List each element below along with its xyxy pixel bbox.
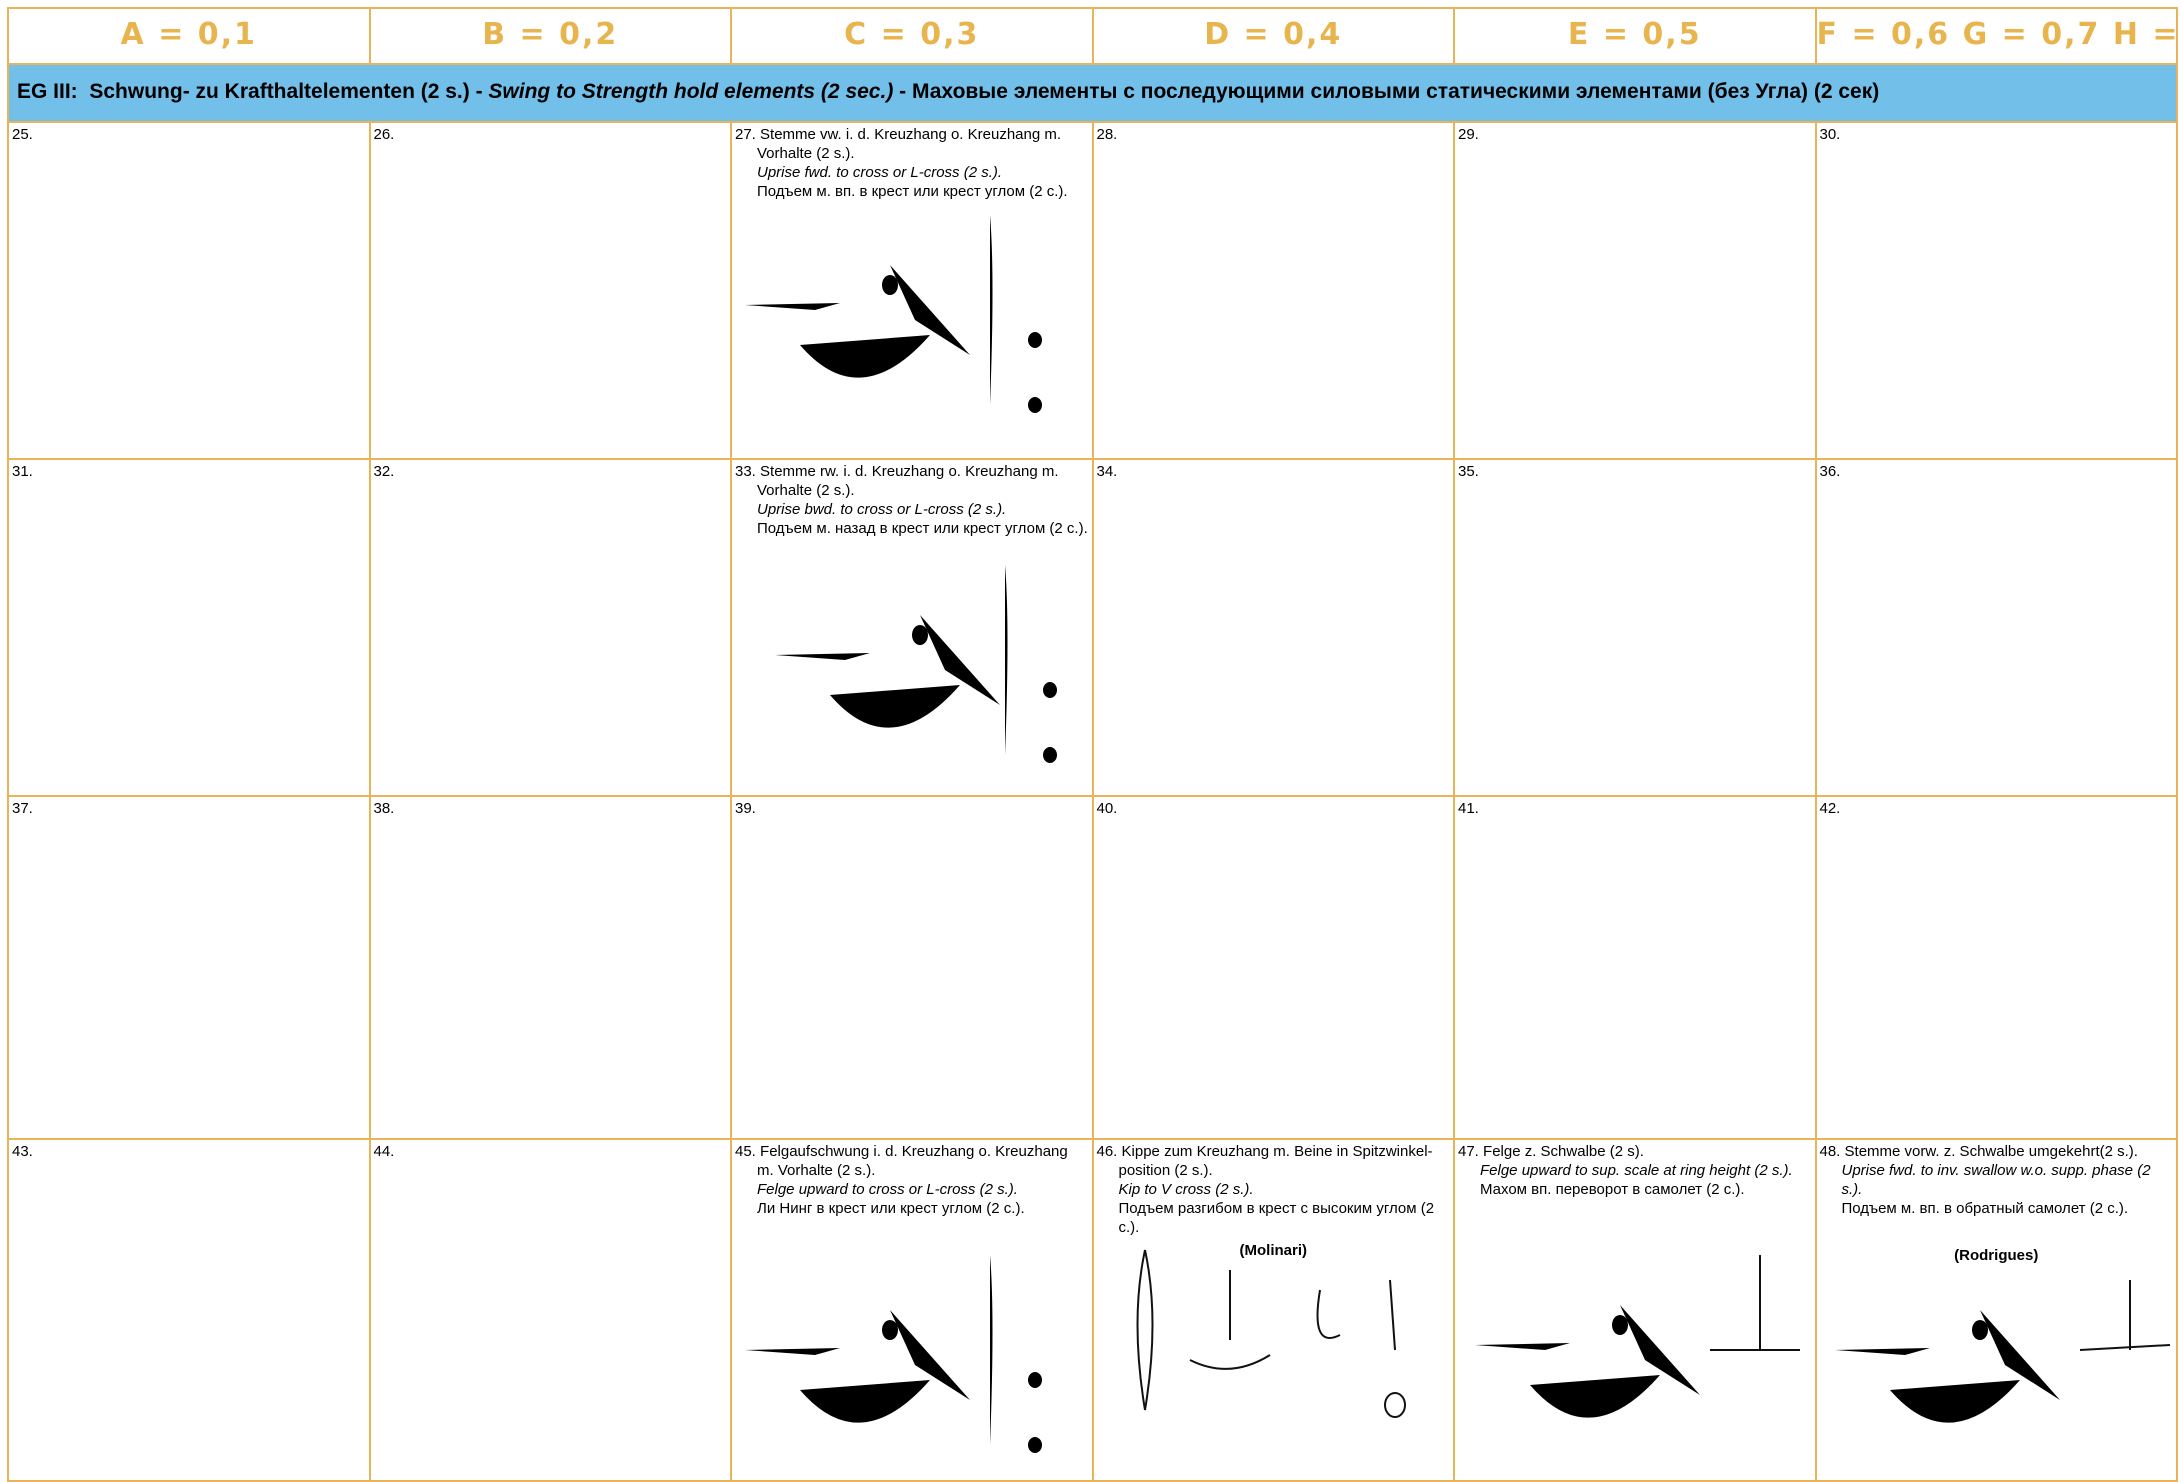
element-cell: 33. Stemme rw. i. d. Kreuzhang o. Kreuzh…: [730, 458, 1094, 797]
element-number: 27.: [735, 126, 756, 143]
element-german-text: Stemme vorw. z. Schwalbe umgekehrt(2 s.)…: [1844, 1143, 2138, 1160]
element-cell: 25.: [7, 121, 371, 460]
element-german-text: Felge z. Schwalbe (2 s).: [1483, 1143, 1644, 1160]
column-header: E = 0,5: [1453, 7, 1817, 65]
element-cell: 29.: [1453, 121, 1817, 460]
column-header: F = 0,6 G = 0,7 H = 0,8: [1814, 7, 2178, 65]
element-number: 31.: [12, 463, 33, 480]
element-number: 25.: [12, 126, 33, 143]
element-german: 47. Felge z. Schwalbe (2 s).: [1458, 1142, 1812, 1161]
element-cell: 40.: [1091, 795, 1455, 1140]
element-cell: 39.: [730, 795, 1094, 1140]
element-german-text: Stemme vw. i. d. Kreuzhang o. Kreuzhang …: [757, 126, 1062, 162]
element-number: 28.: [1096, 126, 1118, 143]
element-cell: 38.: [368, 795, 732, 1140]
element-number: 47.: [1458, 1143, 1479, 1160]
element-german-text: Felgaufschwung i. d. Kreuzhang o. Kreuzh…: [757, 1143, 1068, 1179]
element-number: 32.: [373, 463, 395, 480]
element-cell: 42.: [1814, 795, 2178, 1140]
element-cell: 36.: [1814, 458, 2178, 797]
element-number: 46.: [1096, 1143, 1118, 1160]
element-german: 45. Felgaufschwung i. d. Kreuzhang o. Kr…: [735, 1142, 1089, 1180]
element-english: Kip to V cross (2 s.).: [1118, 1181, 1254, 1198]
element-number: 43.: [12, 1143, 33, 1160]
element-russian: Подъем разгибом в крест с высоким углом …: [1118, 1200, 1435, 1236]
element-english: Felge upward to cross or L-cross (2 s.).: [757, 1181, 1018, 1198]
element-cell: 32.: [368, 458, 732, 797]
column-header: B = 0,2: [368, 7, 732, 65]
group-english: Swing to Strength hold elements (2 sec.): [488, 80, 894, 103]
element-number: 41.: [1458, 800, 1479, 817]
element-cell: 47. Felge z. Schwalbe (2 s). Felge upward…: [1453, 1138, 1817, 1482]
element-russian: Подъем м. назад в крест или крест углом …: [757, 520, 1088, 537]
element-german-text: Stemme rw. i. d. Kreuzhang o. Kreuzhang …: [757, 463, 1059, 499]
element-cell: 31.: [7, 458, 371, 797]
element-number: 38.: [373, 800, 395, 817]
element-english: Uprise fwd. to inv. swallow w.o. supp. p…: [1841, 1162, 2151, 1198]
element-english: Uprise fwd. to cross or L-cross (2 s.).: [757, 164, 1003, 181]
element-cell: 37.: [7, 795, 371, 1140]
element-english: Felge upward to sup. scale at ring heigh…: [1480, 1162, 1793, 1179]
element-russian: Подъем м. вп. в обратный самолет (2 с.).: [1841, 1200, 2129, 1217]
element-cell: 34.: [1091, 458, 1455, 797]
element-cell: 35.: [1453, 458, 1817, 797]
element-russian: Подъем м. вп. в крест или крест углом (2…: [757, 183, 1068, 200]
element-cell: 26.: [368, 121, 732, 460]
element-number: 42.: [1819, 800, 1841, 817]
element-cell: 48. Stemme vorw. z. Schwalbe umgekehrt(2…: [1814, 1138, 2178, 1482]
element-number: 45.: [735, 1143, 756, 1160]
element-cell: 30.: [1814, 121, 2178, 460]
element-german-text: Kippe zum Kreuzhang m. Beine in Spitzwin…: [1118, 1143, 1433, 1179]
element-number: 48.: [1819, 1143, 1841, 1160]
element-cell: 44.: [368, 1138, 732, 1482]
element-cell: 43.: [7, 1138, 371, 1482]
column-header: C = 0,3: [730, 7, 1094, 65]
column-header: D = 0,4: [1091, 7, 1455, 65]
element-number: 30.: [1819, 126, 1841, 143]
element-cell: 41.: [1453, 795, 1817, 1140]
element-number: 37.: [12, 800, 33, 817]
element-cell: 27. Stemme vw. i. d. Kreuzhang o. Kreuzh…: [730, 121, 1094, 460]
element-russian: Махом вп. переворот в самолет (2 с.).: [1480, 1181, 1745, 1198]
element-name: (Rodrigues): [1954, 1247, 2039, 1264]
group-german: Schwung- zu Krafthaltelementen (2 s.) -: [89, 80, 483, 103]
element-german: 46. Kippe zum Kreuzhang m. Beine in Spit…: [1097, 1142, 1451, 1180]
element-number: 40.: [1096, 800, 1118, 817]
element-number: 44.: [373, 1143, 395, 1160]
element-german: 27. Stemme vw. i. d. Kreuzhang o. Kreuzh…: [735, 125, 1089, 163]
column-header: A = 0,1: [7, 7, 371, 65]
element-cell: 46. Kippe zum Kreuzhang m. Beine in Spit…: [1091, 1138, 1455, 1482]
group-title: EG III: Schwung- zu Krafthaltelementen (…: [7, 63, 2178, 123]
element-number: 36.: [1819, 463, 1841, 480]
element-english: Uprise bwd. to cross or L-cross (2 s.).: [757, 501, 1007, 518]
element-cell: 45. Felgaufschwung i. d. Kreuzhang o. Kr…: [730, 1138, 1094, 1482]
element-number: 26.: [373, 126, 395, 143]
element-german: 48. Stemme vorw. z. Schwalbe umgekehrt(2…: [1820, 1142, 2174, 1161]
element-russian: Ли Нинг в крест или крест углом (2 с.).: [757, 1200, 1025, 1217]
element-number: 35.: [1458, 463, 1479, 480]
element-name: (Molinari): [1239, 1242, 1308, 1259]
element-number: 33.: [735, 463, 756, 480]
group-code: EG III:: [17, 80, 78, 103]
group-russian: - Маховые элементы с последующими силовы…: [899, 80, 1880, 103]
element-german: 33. Stemme rw. i. d. Kreuzhang o. Kreuzh…: [735, 462, 1089, 500]
element-number: 39.: [735, 800, 756, 817]
element-cell: 28.: [1091, 121, 1455, 460]
element-number: 34.: [1096, 463, 1118, 480]
element-number: 29.: [1458, 126, 1479, 143]
